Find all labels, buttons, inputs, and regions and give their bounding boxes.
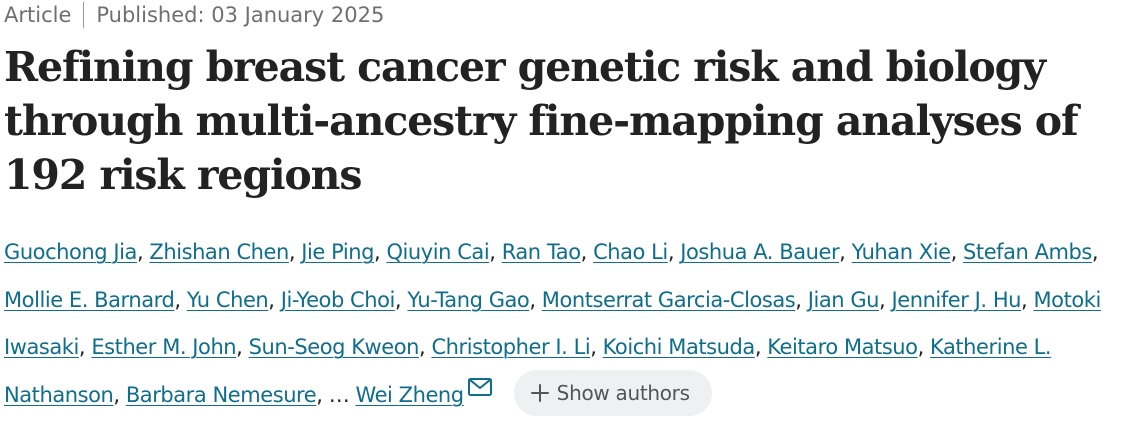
author-link[interactable]: Chao Li (593, 240, 668, 264)
author-link[interactable]: Yuhan Xie (851, 240, 951, 264)
envelope-icon[interactable] (467, 377, 492, 396)
author-link[interactable]: Jennifer J. Hu (891, 287, 1022, 312)
meta-divider (83, 2, 85, 28)
author-link[interactable]: Stefan Ambs (963, 240, 1092, 264)
author-link[interactable]: Barbara Nemesure (125, 382, 317, 407)
author-link[interactable]: Ran Tao (501, 240, 581, 264)
author-link[interactable]: Esther M. John (91, 335, 237, 359)
article-meta: Article Published: 03 January 2025 (4, 0, 384, 30)
author-link[interactable]: Montserrat Garcia-Closas (541, 287, 796, 312)
author-link[interactable]: Ji-Yeob Choi (280, 287, 396, 312)
author-link[interactable]: Motoki Iwasaki (4, 287, 1101, 360)
show-authors-button[interactable]: Show authors (513, 369, 712, 416)
author-link[interactable]: Jian Gu (807, 287, 880, 312)
author-link[interactable]: Keitaro Matsuo (767, 335, 918, 359)
last-author-link[interactable]: Wei Zheng (355, 382, 465, 407)
article-type: Article (4, 3, 72, 27)
author-link[interactable]: Christopher I. Li (431, 335, 591, 359)
author-link[interactable]: Sun-Seog Kweon (248, 335, 420, 359)
author-link[interactable]: Mollie E. Barnard (4, 287, 175, 312)
author-link[interactable]: Qiuyin Cai (386, 240, 490, 264)
author-link[interactable]: Yu Chen (186, 287, 269, 312)
article-title: Refining breast cancer genetic risk and … (4, 43, 1079, 199)
show-authors-label: Show authors (556, 380, 690, 405)
author-link[interactable]: Joshua A. Bauer (680, 240, 840, 264)
published-date: Published: 03 January 2025 (96, 3, 385, 27)
author-list: Guochong Jia, Zhishan Chen, Jie Ping, Qi… (4, 229, 1130, 419)
author-link[interactable]: Koichi Matsuda (602, 335, 756, 359)
author-link[interactable]: Katherine L. Nathanson (4, 335, 1052, 407)
plus-icon (530, 383, 549, 402)
author-link[interactable]: Jie Ping (301, 240, 374, 264)
author-link[interactable]: Zhishan Chen (149, 240, 289, 264)
author-link[interactable]: Guochong Jia (4, 240, 137, 264)
author-link[interactable]: Yu-Tang Gao (407, 287, 530, 312)
author-ellipsis: … (328, 382, 350, 407)
